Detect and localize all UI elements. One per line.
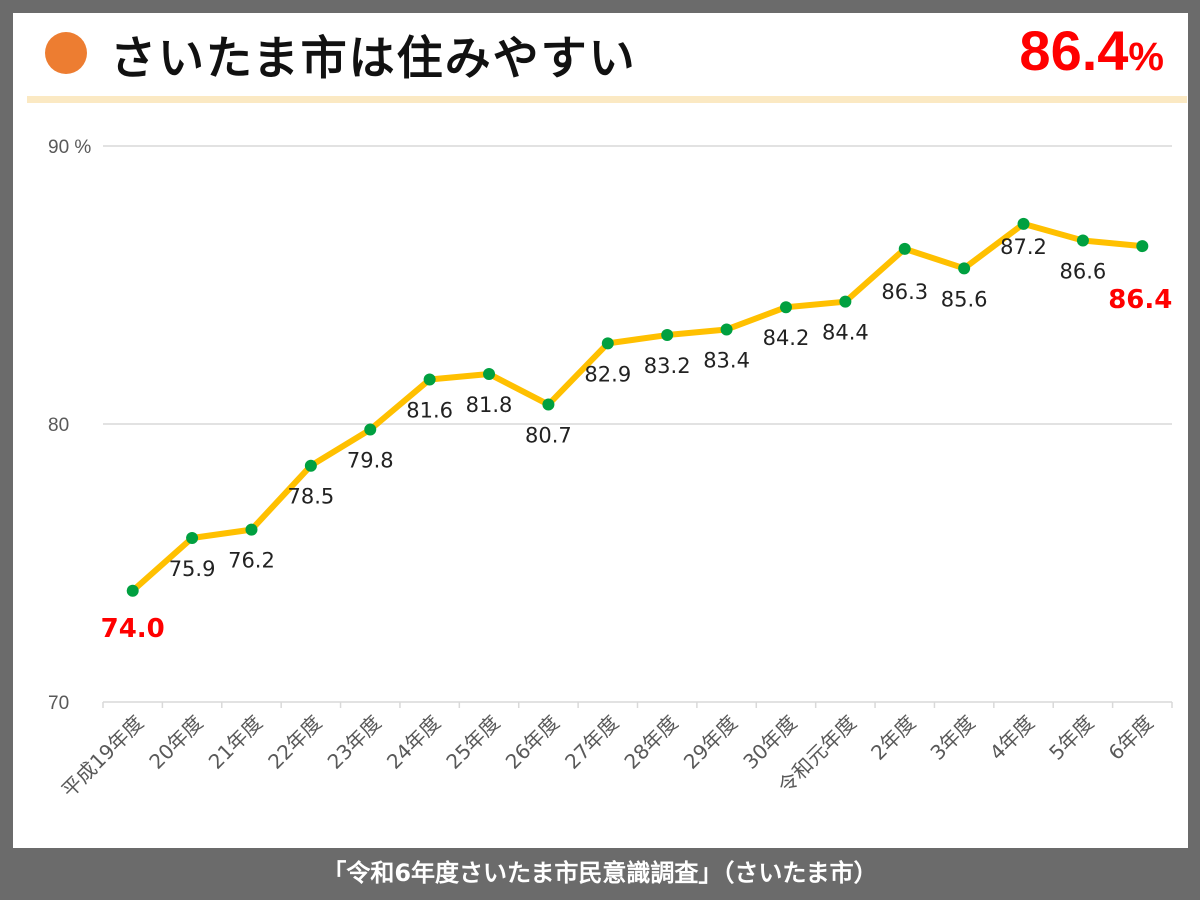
data-label: 86.3 [881,280,928,304]
data-point [126,584,139,597]
data-point [542,398,555,411]
data-point [1136,240,1149,253]
highlighted-data-label: 86.4 [1108,285,1172,315]
orange-bullet-icon [45,32,87,74]
line-chart: 90 % 80 70平成19年度20年度21年度22年度23年度24年度25年度26… [48,137,1173,803]
data-point [245,523,258,536]
data-point [779,301,792,314]
data-point [423,373,436,386]
data-label: 76.2 [228,549,275,573]
chart-title: さいたま市は住みやすい [110,31,637,85]
data-point [483,367,496,380]
x-tick-label: 6年度 [1104,711,1158,765]
x-tick-label: 3年度 [925,711,979,765]
x-tick-label: 21年度 [204,711,267,774]
data-point [1017,217,1030,230]
x-tick-label: 20年度 [144,711,207,774]
y-tick-label: 70 [48,693,69,714]
x-tick-label: 平成19年度 [57,711,149,803]
highlighted-data-label: 74.0 [101,614,165,644]
title-underline [27,96,1187,103]
data-label: 80.7 [525,424,572,448]
data-label: 81.6 [406,399,453,423]
x-tick-label: 28年度 [619,711,682,774]
data-label: 84.4 [822,321,869,345]
chart-panel [13,13,1188,848]
data-point [720,323,733,336]
data-label: 84.2 [763,326,810,350]
data-point [601,337,614,350]
x-tick-label: 22年度 [263,711,326,774]
data-label: 87.2 [1000,235,1047,259]
data-point [1076,234,1089,247]
data-point [304,459,317,472]
x-tick-label: 2年度 [866,711,920,765]
data-label: 81.8 [466,393,513,417]
x-tick-label: 4年度 [985,711,1039,765]
data-point [186,531,199,544]
x-tick-label: 25年度 [441,711,504,774]
data-label: 85.6 [941,287,988,311]
series-line [130,220,1143,594]
x-tick-label: 26年度 [501,711,564,774]
data-point [898,242,911,255]
headline-unit: % [1128,35,1164,79]
data-label: 83.4 [703,348,750,372]
x-tick-label: 27年度 [560,711,623,774]
data-label: 83.2 [644,354,691,378]
x-tick-label: 23年度 [323,711,386,774]
y-tick-label: 90 % [48,137,91,158]
data-point [364,423,377,436]
x-tick-label: 29年度 [679,711,742,774]
headline-number: 86.4 [1019,19,1129,82]
data-point [839,295,852,308]
x-tick-label: 24年度 [382,711,445,774]
source-caption: 「令和6年度さいたま市民意識調査」（さいたま市） [322,859,878,887]
data-point [661,329,674,342]
data-label: 79.8 [347,449,394,473]
x-tick-label: 5年度 [1044,711,1098,765]
data-label: 75.9 [169,557,216,581]
data-label: 82.9 [584,362,631,386]
data-point [958,262,971,275]
y-tick-label: 80 [48,415,69,436]
headline-value: 86.4% [1019,18,1164,83]
data-label: 86.6 [1060,260,1107,284]
data-label: 78.5 [287,485,334,509]
